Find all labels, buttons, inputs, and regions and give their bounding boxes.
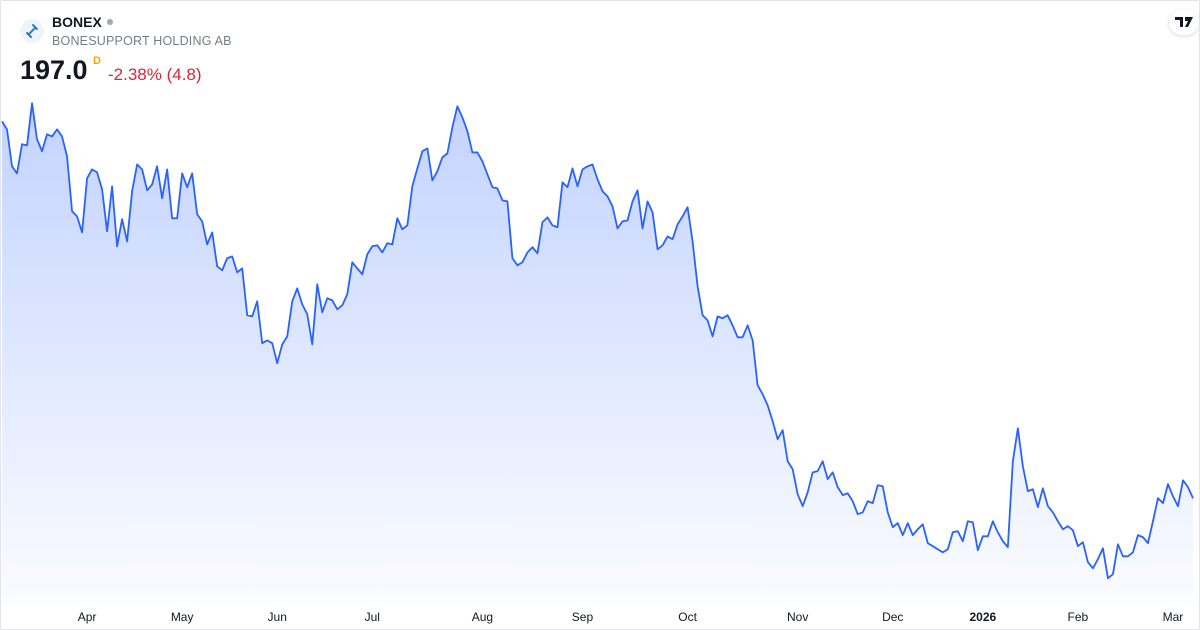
x-tick-label: Nov xyxy=(787,610,808,624)
price-change: -2.38% (4.8) xyxy=(108,65,202,84)
x-tick-label: Aug xyxy=(472,610,493,624)
last-price: 197.0 xyxy=(20,55,88,85)
price-line xyxy=(1,102,1194,580)
company-logo xyxy=(20,19,44,43)
x-tick-label: Oct xyxy=(678,610,697,624)
x-tick-label: Sep xyxy=(572,610,594,624)
resolution: D xyxy=(93,55,101,67)
x-tick-label: Feb xyxy=(1068,610,1089,624)
symbol-text[interactable]: BONEX xyxy=(52,14,102,30)
x-tick-label: Jul xyxy=(365,610,380,624)
symbol[interactable]: BONEX xyxy=(52,14,113,30)
status-dot xyxy=(106,19,113,25)
logo-icon xyxy=(1175,17,1193,27)
x-tick-label: Apr xyxy=(78,610,97,624)
x-tick-label: Jun xyxy=(268,610,287,624)
x-tick-label: 2026 xyxy=(969,610,996,624)
company-name: BONESUPPORT HOLDING AB xyxy=(52,34,232,48)
x-tick-label: May xyxy=(171,610,194,624)
x-tick-label: Mar xyxy=(1163,610,1184,624)
tradingview-logo[interactable] xyxy=(1169,9,1199,35)
x-tick-label: Dec xyxy=(882,610,903,624)
area-fill xyxy=(2,103,1193,603)
